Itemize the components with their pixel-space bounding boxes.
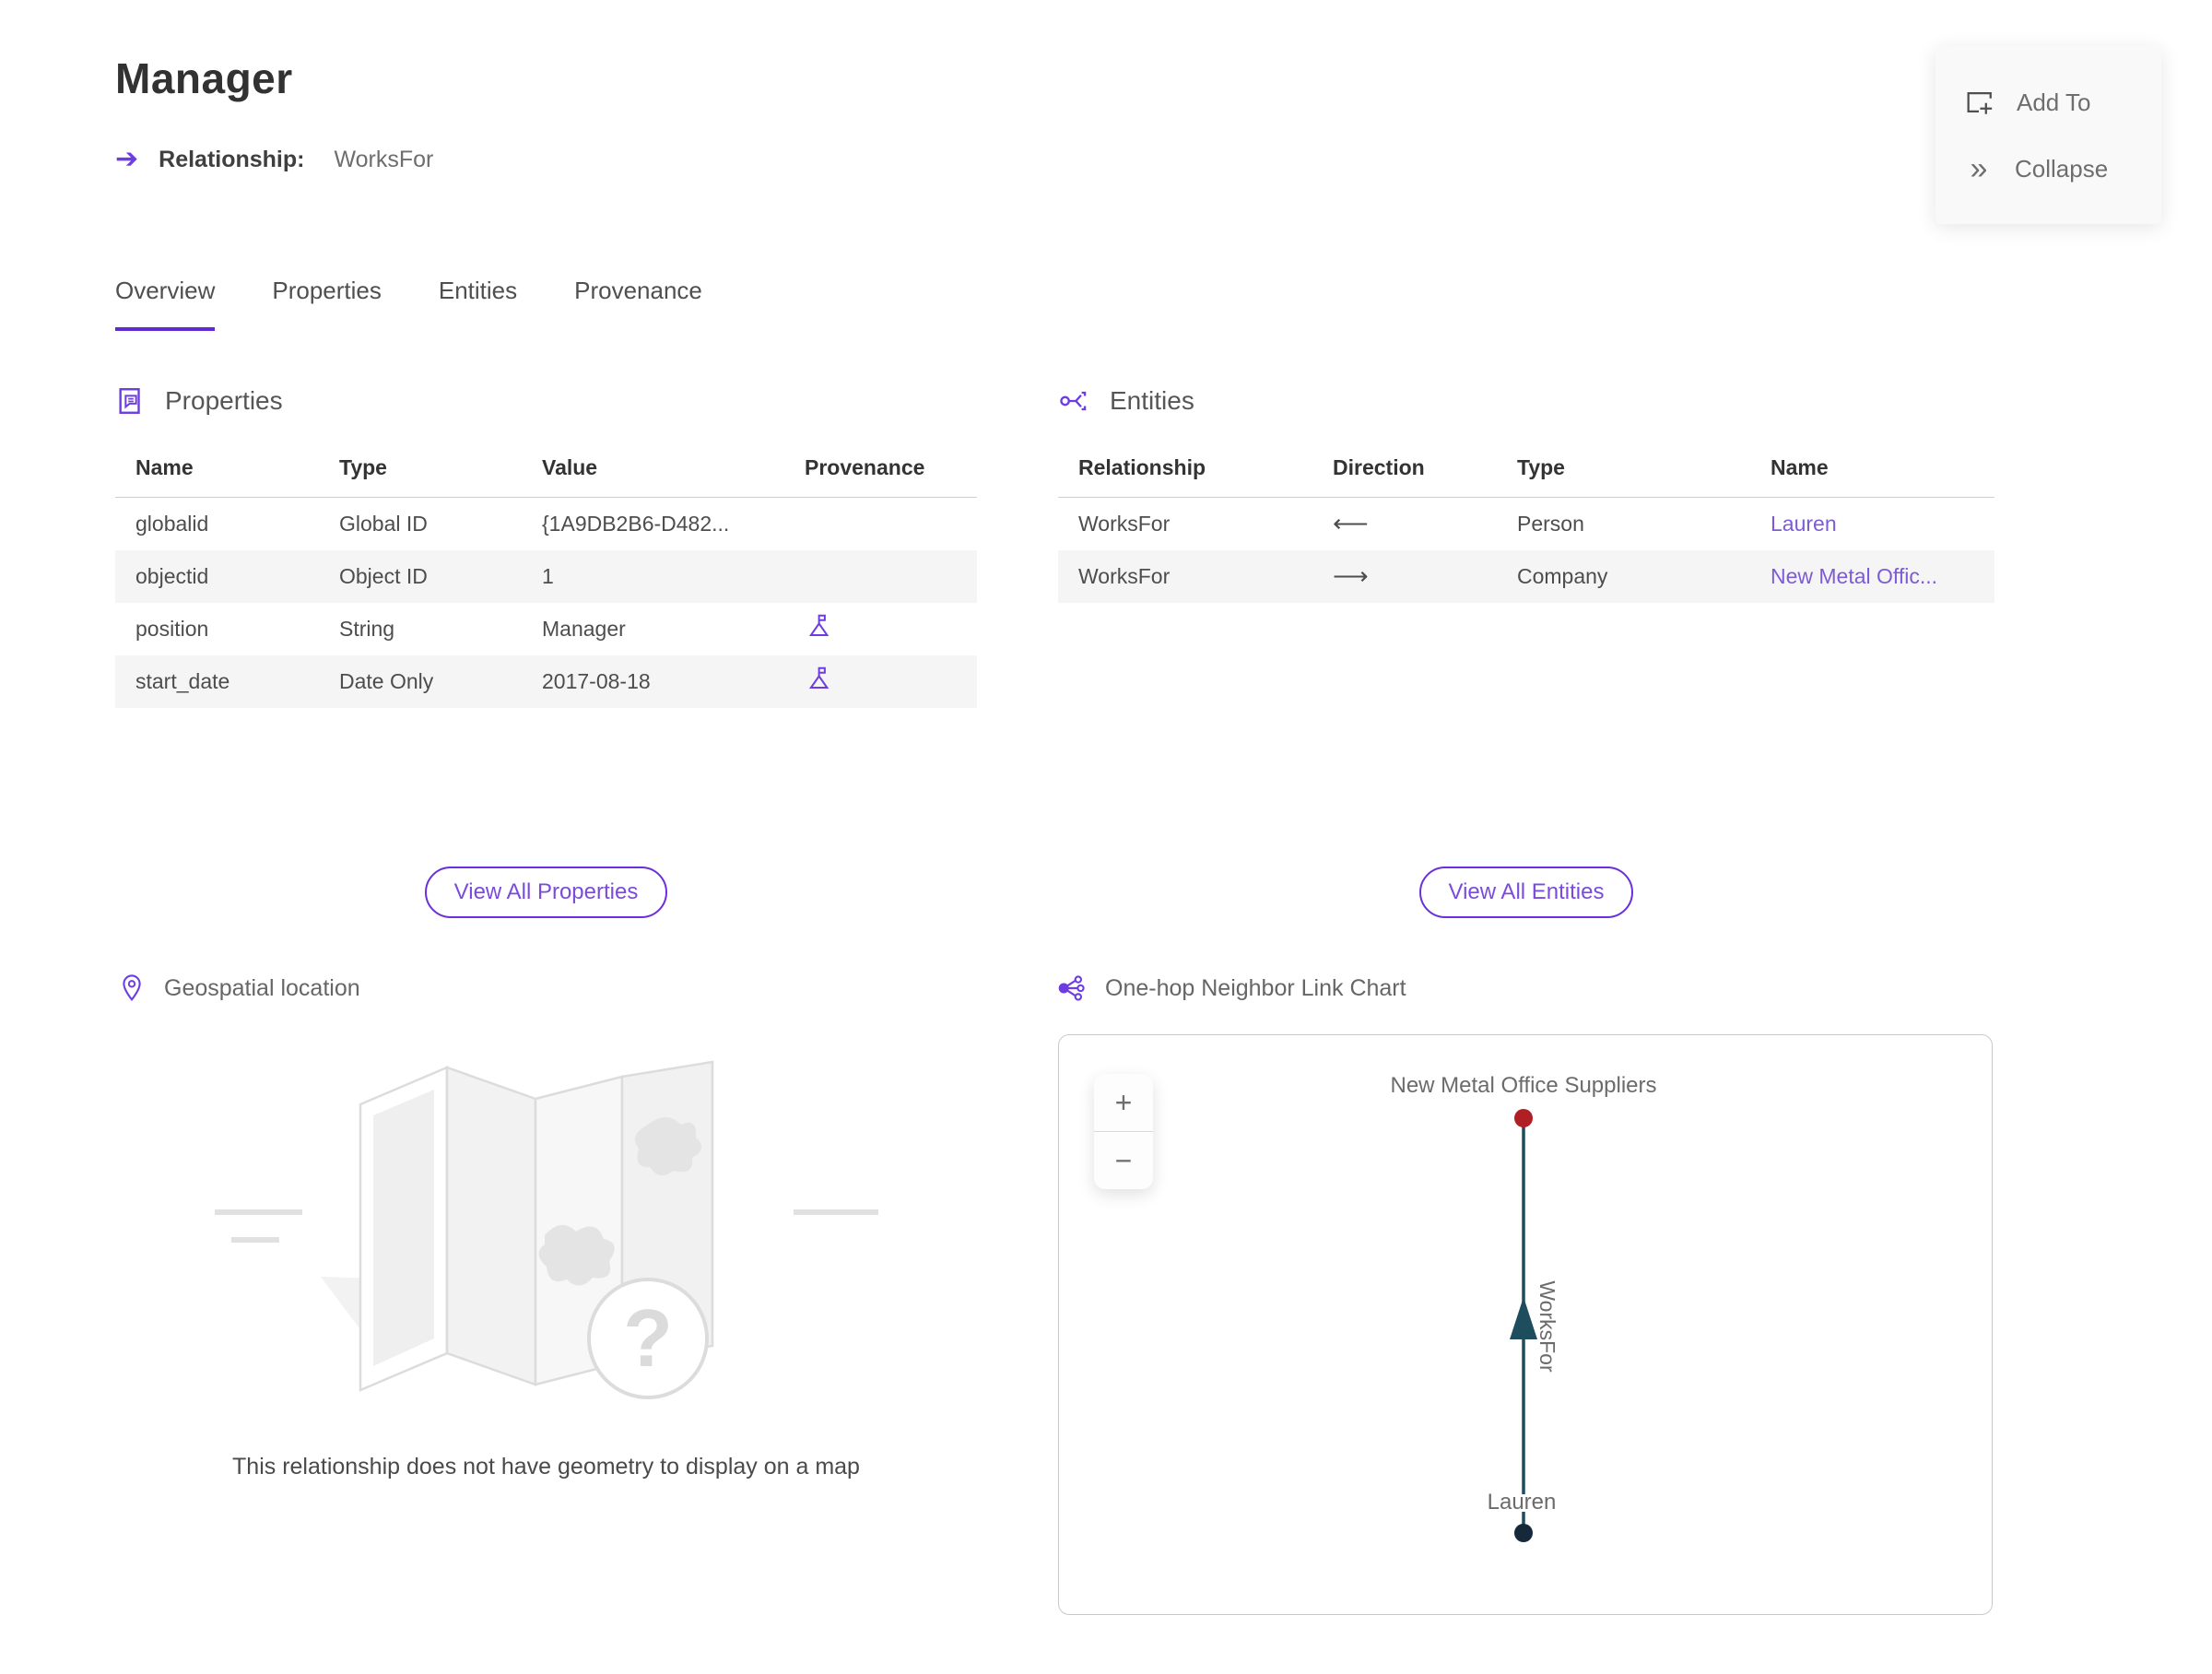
- collapse-button[interactable]: » Collapse: [1936, 136, 2161, 202]
- table-row: position String Manager: [115, 603, 977, 655]
- relationship-value: WorksFor: [334, 146, 434, 172]
- tab-overview[interactable]: Overview: [115, 277, 216, 331]
- link-chart-section-title: One-hop Neighbor Link Chart: [1105, 974, 1406, 1001]
- entity-name-link[interactable]: Lauren: [1771, 511, 1837, 536]
- add-to-label: Add To: [2017, 88, 2091, 116]
- properties-icon: [119, 388, 140, 414]
- entity-relationship: WorksFor: [1078, 511, 1171, 536]
- provenance-flag-icon[interactable]: [805, 665, 832, 692]
- properties-table: Name Type Value Provenance globalid Glob…: [115, 441, 977, 708]
- relationship-arrow-icon: ➔: [115, 144, 139, 174]
- entity-relationship: WorksFor: [1078, 563, 1171, 588]
- zoom-out-button[interactable]: −: [1094, 1132, 1153, 1189]
- entity-name-link[interactable]: New Metal Offic...: [1771, 563, 1938, 588]
- tab-properties[interactable]: Properties: [272, 277, 382, 304]
- map-pin-icon: [123, 974, 141, 1001]
- link-chart-canvas[interactable]: WorksFor New Metal Office Suppliers Laur…: [1059, 1035, 1992, 1614]
- top-node[interactable]: [1514, 1109, 1533, 1127]
- map-empty-message: This relationship does not have geometry…: [232, 1454, 860, 1479]
- properties-table-header: Name Type Value Provenance: [115, 441, 977, 498]
- prop-provenance: [797, 550, 977, 603]
- prop-provenance: [797, 655, 977, 708]
- prop-value: 1: [542, 563, 554, 588]
- provenance-flag-icon[interactable]: [805, 612, 832, 640]
- prop-value: {1A9DB2B6-D482...: [542, 511, 730, 536]
- prop-type: Object ID: [339, 563, 428, 588]
- table-row: WorksFor ⟵ Person Lauren: [1058, 498, 1994, 550]
- col-type: Type: [1510, 441, 1763, 498]
- bottom-node[interactable]: [1514, 1524, 1533, 1542]
- entities-section-title: Entities: [1110, 386, 1194, 415]
- prop-name: globalid: [135, 511, 209, 536]
- edge-arrow: [1510, 1297, 1537, 1339]
- properties-section-title: Properties: [165, 386, 283, 415]
- tab-bar: Overview Properties Entities Provenance: [115, 277, 702, 331]
- chart-zoom-control: + −: [1094, 1074, 1153, 1189]
- entity-type: Person: [1517, 511, 1584, 536]
- tab-entities[interactable]: Entities: [438, 277, 518, 304]
- prop-provenance: [797, 603, 977, 655]
- entity-direction: ⟵: [1333, 509, 1369, 537]
- geospatial-section-header: Geospatial location: [118, 973, 360, 1003]
- link-chart-section-header: One-hop Neighbor Link Chart: [1055, 973, 1406, 1003]
- tab-provenance[interactable]: Provenance: [574, 277, 702, 304]
- relationship-subtitle: ➔ Relationship: WorksFor: [115, 146, 433, 173]
- col-relationship: Relationship: [1058, 441, 1325, 498]
- entities-table-header: Relationship Direction Type Name: [1058, 441, 1994, 498]
- table-row: objectid Object ID 1: [115, 549, 977, 603]
- map-placeholder-area: ? This relationship does not have geomet…: [115, 1042, 977, 1480]
- col-provenance: Provenance: [797, 441, 977, 498]
- prop-value: 2017-08-18: [542, 668, 651, 693]
- top-node-label: New Metal Office Suppliers: [1390, 1073, 1656, 1098]
- prop-type: Global ID: [339, 511, 428, 536]
- prop-name: position: [135, 616, 209, 641]
- link-chart-icon: [1058, 975, 1085, 1001]
- prop-value: Manager: [542, 616, 626, 641]
- add-to-icon: [1967, 91, 1993, 114]
- prop-name: objectid: [135, 563, 209, 588]
- prop-provenance: [797, 498, 977, 550]
- col-type: Type: [332, 441, 535, 498]
- geospatial-section-title: Geospatial location: [164, 974, 360, 1001]
- floating-action-card: Add To » Collapse: [1936, 46, 2161, 224]
- entity-type: Company: [1517, 563, 1608, 588]
- question-mark-glyph: ?: [623, 1292, 673, 1384]
- table-row: globalid Global ID {1A9DB2B6-D482...: [115, 498, 977, 550]
- collapse-icon: »: [1970, 150, 1988, 186]
- bottom-node-label: Lauren: [1488, 1490, 1557, 1515]
- entities-section-header: Entities: [1058, 385, 1194, 417]
- col-direction: Direction: [1325, 441, 1510, 498]
- prop-name: start_date: [135, 668, 230, 693]
- entities-table: Relationship Direction Type Name WorksFo…: [1058, 441, 1994, 603]
- entity-direction: ⟶: [1333, 561, 1369, 590]
- edge-label: WorksFor: [1535, 1280, 1559, 1373]
- view-all-properties-button[interactable]: View All Properties: [424, 866, 668, 918]
- page-title: Manager: [115, 54, 293, 102]
- zoom-divider: [1094, 1131, 1153, 1132]
- col-name: Name: [115, 441, 332, 498]
- table-row: start_date Date Only 2017-08-18: [115, 654, 977, 708]
- col-name: Name: [1763, 441, 1994, 498]
- prop-type: String: [339, 616, 395, 641]
- add-to-button[interactable]: Add To: [1936, 68, 2161, 136]
- col-value: Value: [535, 441, 797, 498]
- table-row: WorksFor ⟶ Company New Metal Offic...: [1058, 549, 1994, 603]
- properties-section-header: Properties: [115, 385, 283, 417]
- empty-map-illustration: ?: [214, 1060, 878, 1399]
- zoom-in-button[interactable]: +: [1094, 1074, 1153, 1131]
- link-chart-panel: WorksFor New Metal Office Suppliers Laur…: [1058, 1034, 1993, 1615]
- relationship-label: Relationship:: [159, 146, 305, 172]
- view-all-entities-button[interactable]: View All Entities: [1418, 866, 1634, 918]
- entities-icon: [1060, 391, 1087, 411]
- collapse-label: Collapse: [2015, 155, 2109, 183]
- prop-type: Date Only: [339, 668, 434, 693]
